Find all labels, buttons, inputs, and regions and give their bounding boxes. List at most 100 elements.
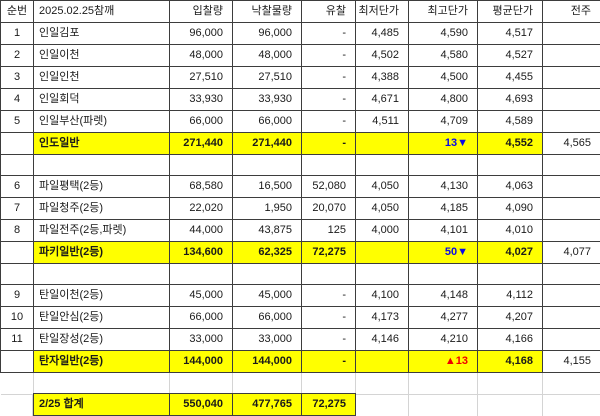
- max-price-cell[interactable]: [409, 394, 478, 416]
- avg-price-cell[interactable]: 4,455: [478, 67, 543, 89]
- min-price-cell[interactable]: [356, 373, 409, 394]
- row-number-cell[interactable]: 11: [1, 329, 34, 351]
- failed-qty-cell[interactable]: -: [302, 111, 356, 133]
- bid-qty-cell[interactable]: 550,040: [170, 394, 233, 416]
- prev-week-cell[interactable]: [543, 176, 600, 198]
- row-number-cell[interactable]: 8: [1, 220, 34, 242]
- bid-qty-cell[interactable]: 66,000: [170, 307, 233, 329]
- row-number-cell[interactable]: 4: [1, 89, 34, 111]
- avg-price-cell[interactable]: [478, 264, 543, 285]
- prev-week-cell[interactable]: [543, 67, 600, 89]
- name-cell[interactable]: [34, 264, 170, 285]
- failed-qty-cell[interactable]: -: [302, 329, 356, 351]
- prev-week-cell[interactable]: [543, 23, 600, 45]
- prev-week-cell[interactable]: [543, 89, 600, 111]
- bid-qty-cell[interactable]: [170, 155, 233, 176]
- name-cell[interactable]: 탄일이천(2등): [34, 285, 170, 307]
- prev-week-cell[interactable]: [543, 111, 600, 133]
- min-price-cell[interactable]: 4,502: [356, 45, 409, 67]
- won-qty-cell[interactable]: 33,930: [233, 89, 302, 111]
- max-price-cell[interactable]: [409, 373, 478, 394]
- prev-week-cell[interactable]: 4,565: [543, 133, 600, 155]
- max-price-cell[interactable]: 4,800: [409, 89, 478, 111]
- avg-price-cell[interactable]: 4,517: [478, 23, 543, 45]
- prev-week-cell[interactable]: [543, 285, 600, 307]
- won-qty-cell[interactable]: 66,000: [233, 111, 302, 133]
- prev-week-cell[interactable]: [543, 394, 600, 416]
- name-cell[interactable]: [34, 373, 170, 394]
- avg-price-cell[interactable]: 4,693: [478, 89, 543, 111]
- name-cell[interactable]: 파일청주(2등): [34, 198, 170, 220]
- max-price-cell[interactable]: [409, 264, 478, 285]
- max-price-cell[interactable]: 4,130: [409, 176, 478, 198]
- failed-qty-cell[interactable]: [302, 373, 356, 394]
- name-cell[interactable]: 인일김포: [34, 23, 170, 45]
- won-qty-cell[interactable]: 48,000: [233, 45, 302, 67]
- min-price-cell[interactable]: 4,173: [356, 307, 409, 329]
- row-number-cell[interactable]: 6: [1, 176, 34, 198]
- header-cell[interactable]: 입찰량: [170, 1, 233, 23]
- won-qty-cell[interactable]: 144,000: [233, 351, 302, 373]
- name-cell[interactable]: 탄일안심(2등): [34, 307, 170, 329]
- avg-price-cell[interactable]: 4,112: [478, 285, 543, 307]
- min-price-cell[interactable]: [356, 264, 409, 285]
- min-price-cell[interactable]: 4,050: [356, 176, 409, 198]
- row-number-cell[interactable]: 10: [1, 307, 34, 329]
- prev-week-cell[interactable]: 4,155: [543, 351, 600, 373]
- row-number-cell[interactable]: 3: [1, 67, 34, 89]
- min-price-cell[interactable]: 4,671: [356, 89, 409, 111]
- avg-price-cell[interactable]: 4,589: [478, 111, 543, 133]
- failed-qty-cell[interactable]: [302, 264, 356, 285]
- prev-week-cell[interactable]: 4,077: [543, 242, 600, 264]
- failed-qty-cell[interactable]: -: [302, 67, 356, 89]
- row-number-cell[interactable]: [1, 394, 34, 416]
- avg-price-cell[interactable]: 4,090: [478, 198, 543, 220]
- row-number-cell[interactable]: [1, 373, 34, 394]
- row-number-cell[interactable]: [1, 133, 34, 155]
- row-number-cell[interactable]: [1, 242, 34, 264]
- name-cell[interactable]: 인일부산(파렛): [34, 111, 170, 133]
- avg-price-cell[interactable]: 4,063: [478, 176, 543, 198]
- bid-qty-cell[interactable]: 22,020: [170, 198, 233, 220]
- header-cell[interactable]: 최저단가: [356, 1, 409, 23]
- failed-qty-cell[interactable]: 72,275: [302, 242, 356, 264]
- prev-week-cell[interactable]: [543, 264, 600, 285]
- row-number-cell[interactable]: [1, 351, 34, 373]
- max-price-cell[interactable]: 13▼: [409, 133, 478, 155]
- won-qty-cell[interactable]: 43,875: [233, 220, 302, 242]
- header-cell[interactable]: 유찰: [302, 1, 356, 23]
- min-price-cell[interactable]: 4,485: [356, 23, 409, 45]
- failed-qty-cell[interactable]: -: [302, 307, 356, 329]
- bid-qty-cell[interactable]: 68,580: [170, 176, 233, 198]
- name-cell[interactable]: [34, 155, 170, 176]
- header-cell[interactable]: 2025.02.25참깨: [34, 1, 170, 23]
- max-price-cell[interactable]: 4,709: [409, 111, 478, 133]
- bid-qty-cell[interactable]: 144,000: [170, 351, 233, 373]
- prev-week-cell[interactable]: [543, 45, 600, 67]
- bid-qty-cell[interactable]: 33,000: [170, 329, 233, 351]
- max-price-cell[interactable]: ▲13: [409, 351, 478, 373]
- min-price-cell[interactable]: 4,000: [356, 220, 409, 242]
- avg-price-cell[interactable]: 4,027: [478, 242, 543, 264]
- max-price-cell[interactable]: 4,210: [409, 329, 478, 351]
- prev-week-cell[interactable]: [543, 198, 600, 220]
- header-cell[interactable]: 전주: [543, 1, 600, 23]
- won-qty-cell[interactable]: 45,000: [233, 285, 302, 307]
- failed-qty-cell[interactable]: -: [302, 285, 356, 307]
- prev-week-cell[interactable]: [543, 220, 600, 242]
- row-number-cell[interactable]: 9: [1, 285, 34, 307]
- max-price-cell[interactable]: 4,500: [409, 67, 478, 89]
- max-price-cell[interactable]: 4,277: [409, 307, 478, 329]
- row-number-cell[interactable]: 1: [1, 23, 34, 45]
- row-number-cell[interactable]: [1, 264, 34, 285]
- won-qty-cell[interactable]: [233, 264, 302, 285]
- min-price-cell[interactable]: 4,146: [356, 329, 409, 351]
- failed-qty-cell[interactable]: 20,070: [302, 198, 356, 220]
- name-cell[interactable]: 인일이천: [34, 45, 170, 67]
- avg-price-cell[interactable]: 4,166: [478, 329, 543, 351]
- avg-price-cell[interactable]: 4,168: [478, 351, 543, 373]
- avg-price-cell[interactable]: 4,010: [478, 220, 543, 242]
- min-price-cell[interactable]: [356, 133, 409, 155]
- failed-qty-cell[interactable]: 52,080: [302, 176, 356, 198]
- min-price-cell[interactable]: [356, 351, 409, 373]
